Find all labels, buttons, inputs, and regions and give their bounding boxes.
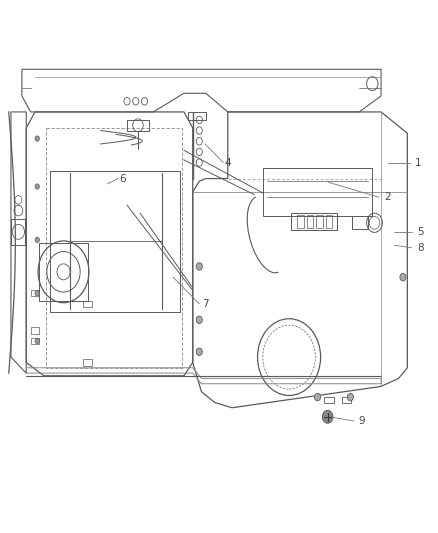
Text: 7: 7 xyxy=(202,299,209,309)
Text: 8: 8 xyxy=(417,243,424,253)
Text: 5: 5 xyxy=(417,227,424,237)
Circle shape xyxy=(347,393,353,401)
Circle shape xyxy=(35,338,39,344)
Circle shape xyxy=(35,184,39,189)
Circle shape xyxy=(35,237,39,243)
Text: 1: 1 xyxy=(415,158,422,167)
Circle shape xyxy=(314,393,321,401)
Text: 4: 4 xyxy=(224,158,231,167)
Circle shape xyxy=(196,263,202,270)
Text: 2: 2 xyxy=(384,192,391,202)
Circle shape xyxy=(35,290,39,296)
Circle shape xyxy=(322,410,333,423)
Circle shape xyxy=(196,348,202,356)
Text: 9: 9 xyxy=(358,416,365,426)
Circle shape xyxy=(35,136,39,141)
Text: 6: 6 xyxy=(119,174,126,183)
Circle shape xyxy=(196,316,202,324)
Circle shape xyxy=(400,273,406,281)
